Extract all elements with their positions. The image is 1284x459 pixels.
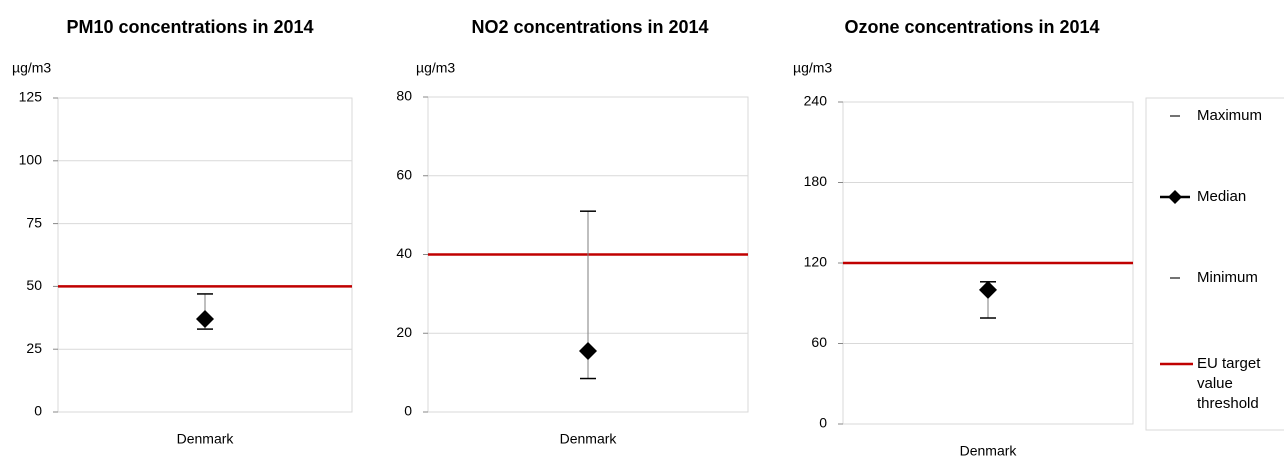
y-tick-label: 50 bbox=[26, 277, 42, 293]
y-tick-label: 0 bbox=[819, 415, 827, 431]
y-axis-label: µg/m3 bbox=[793, 60, 832, 76]
chart-title: PM10 concentrations in 2014 bbox=[66, 17, 313, 37]
y-axis-label: µg/m3 bbox=[416, 60, 455, 76]
legend-label: Median bbox=[1197, 188, 1246, 205]
y-tick-label: 120 bbox=[804, 254, 828, 270]
legend-label: EU target value threshold bbox=[1197, 355, 1261, 412]
chart-title: NO2 concentrations in 2014 bbox=[471, 17, 708, 37]
x-tick-label: Denmark bbox=[177, 431, 235, 447]
y-tick-label: 125 bbox=[19, 89, 43, 105]
median-marker bbox=[979, 280, 997, 299]
legend-label: Minimum bbox=[1197, 269, 1258, 286]
y-tick-label: 25 bbox=[26, 340, 42, 356]
y-axis-label: µg/m3 bbox=[12, 60, 51, 76]
legend-box bbox=[1145, 97, 1284, 431]
plot-frame bbox=[57, 97, 353, 413]
chart-title: Ozone concentrations in 2014 bbox=[844, 17, 1099, 37]
median-marker bbox=[579, 341, 597, 360]
y-tick-label: 0 bbox=[404, 403, 412, 419]
y-tick-label: 100 bbox=[19, 152, 43, 168]
y-tick-label: 75 bbox=[26, 214, 42, 230]
y-tick-label: 180 bbox=[804, 173, 828, 189]
x-tick-label: Denmark bbox=[960, 443, 1018, 459]
y-tick-label: 20 bbox=[396, 324, 412, 340]
legend-symbol bbox=[1168, 190, 1182, 204]
y-tick-label: 40 bbox=[396, 245, 412, 261]
x-tick-label: Denmark bbox=[560, 431, 618, 447]
legend-label: Maximum bbox=[1197, 107, 1262, 124]
y-tick-label: 80 bbox=[396, 88, 412, 104]
y-tick-label: 60 bbox=[396, 166, 412, 182]
y-tick-label: 0 bbox=[34, 403, 42, 419]
y-tick-label: 60 bbox=[811, 334, 827, 350]
median-marker bbox=[196, 310, 214, 329]
y-tick-label: 240 bbox=[804, 93, 828, 109]
